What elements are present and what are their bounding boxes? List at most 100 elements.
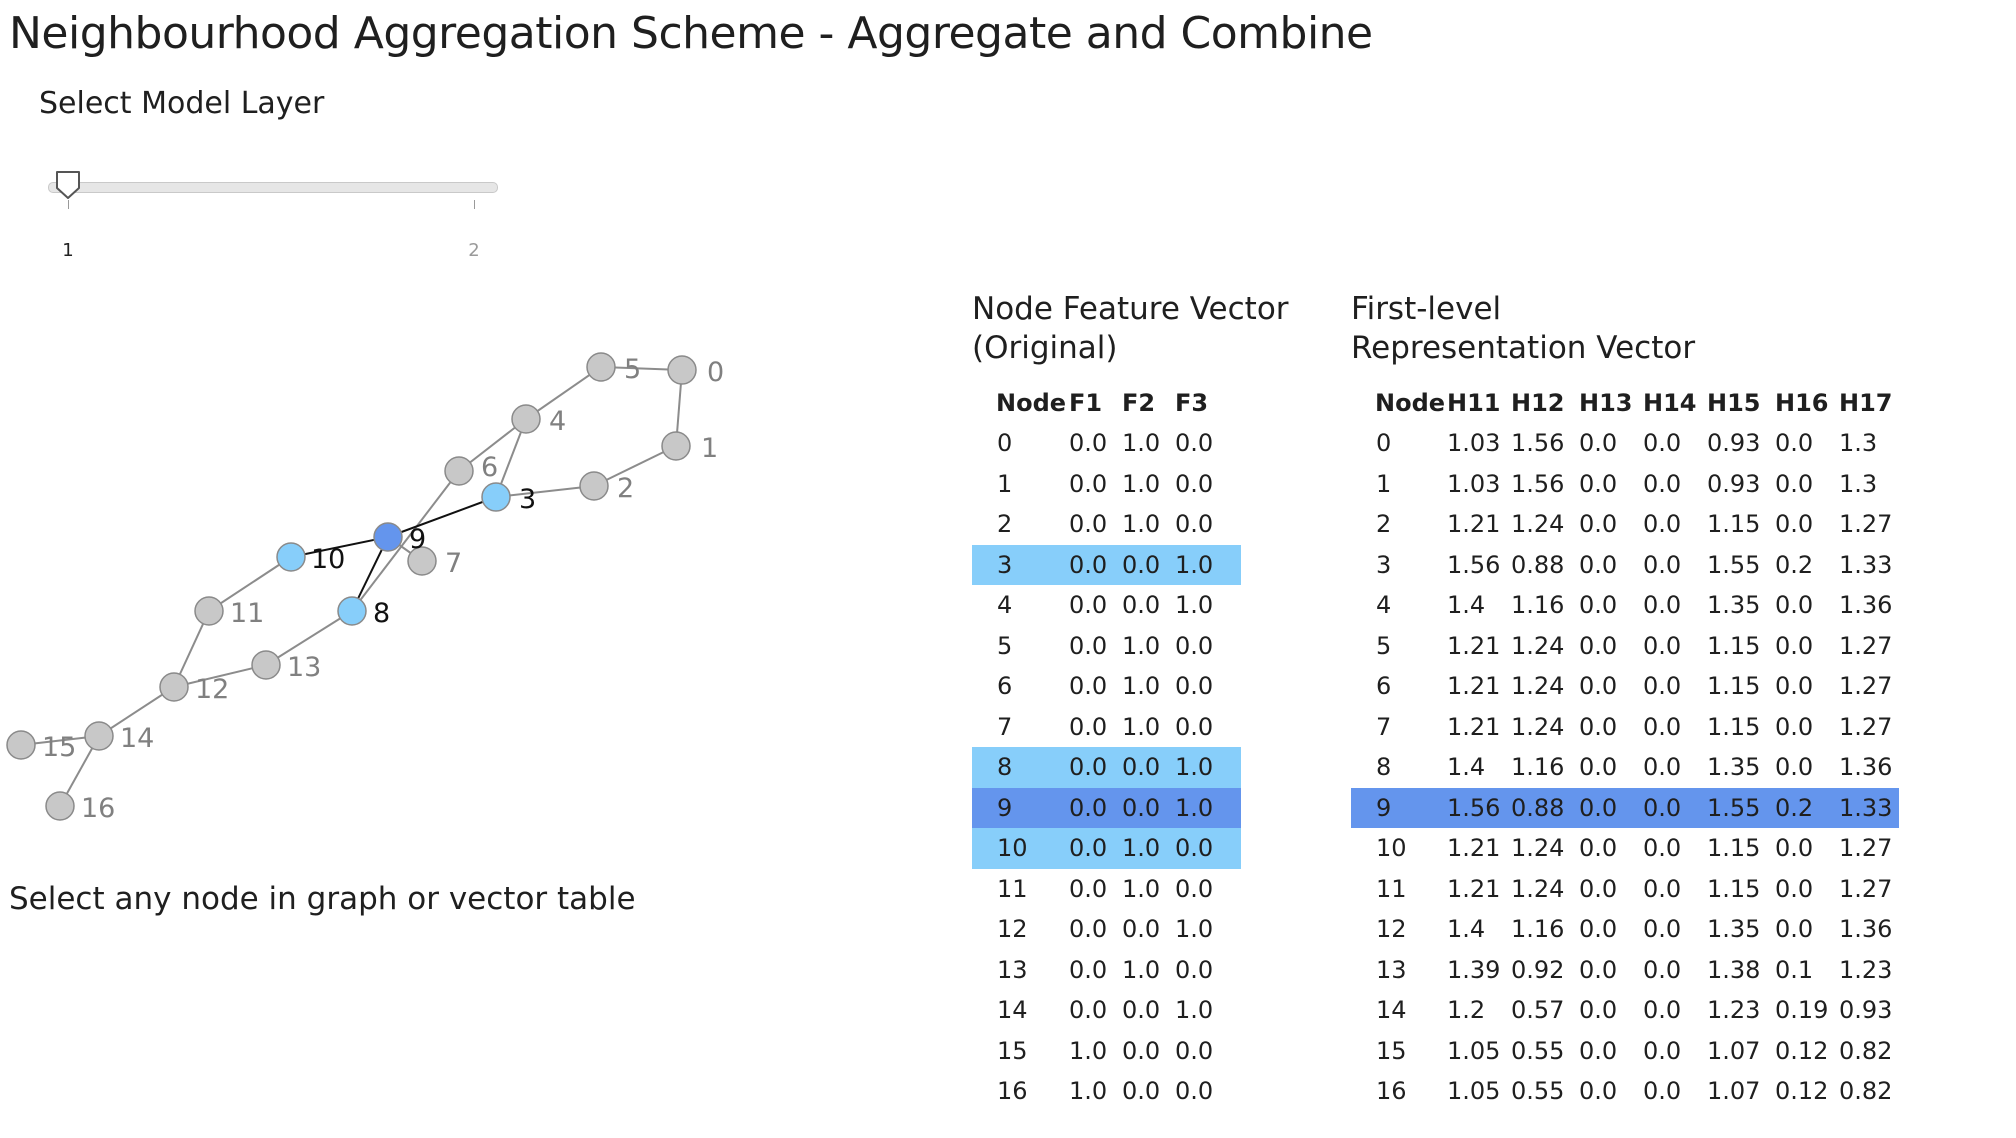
first-level-row-12[interactable]: 12 1.4 1.16 0.0 0.0 1.35 0.0 1.36 [1351, 909, 1899, 950]
first-level-header-h12: H12 [1511, 389, 1565, 417]
first-level-row-14[interactable]: 14 1.2 0.57 0.0 0.0 1.23 0.19 0.93 [1351, 990, 1899, 1031]
original-cell: 9 [972, 787, 1069, 828]
first-level-cell: 0.0 [1643, 1077, 1682, 1106]
first-level-cell: 0.0 [1643, 955, 1682, 984]
original-header-f3: F3 [1175, 389, 1209, 417]
model-layer-slider[interactable]: 1 2 [40, 170, 510, 270]
first-level-cell: 1.33 [1839, 550, 1893, 579]
first-level-row-5[interactable]: 5 1.21 1.24 0.0 0.0 1.15 0.0 1.27 [1351, 626, 1899, 667]
first-level-cell: 0.0 [1643, 672, 1682, 701]
first-level-row-6[interactable]: 6 1.21 1.24 0.0 0.0 1.15 0.0 1.27 [1351, 666, 1899, 707]
graph-node-16[interactable] [45, 791, 75, 821]
original-row-10[interactable]: 10 0.0 1.0 0.0 [972, 828, 1241, 869]
first-level-cell: 1.15 [1707, 631, 1761, 660]
first-level-cell: 3 [1376, 550, 1392, 579]
first-level-cell: 0.0 [1643, 753, 1682, 782]
first-level-cell: 1.38 [1707, 955, 1761, 984]
graph-node-7[interactable] [407, 546, 437, 576]
graph-node-8[interactable] [337, 596, 367, 626]
original-cell: 0.0 [1122, 1077, 1161, 1106]
graph-node-14[interactable] [84, 721, 114, 751]
original-cell: 1.0 [1175, 787, 1241, 828]
first-level-row-4[interactable]: 4 1.4 1.16 0.0 0.0 1.35 0.0 1.36 [1351, 585, 1899, 626]
first-level-cell: 1.35 [1707, 915, 1761, 944]
original-cell: 0.0 [1175, 469, 1214, 498]
original-row-11[interactable]: 11 0.0 1.0 0.0 [972, 869, 1241, 910]
graph-node-label-12: 12 [195, 674, 229, 705]
original-row-15[interactable]: 15 1.0 0.0 0.0 [972, 1031, 1241, 1072]
first-level-row-13[interactable]: 13 1.39 0.92 0.0 0.0 1.38 0.1 1.23 [1351, 950, 1899, 991]
original-row-6[interactable]: 6 0.0 1.0 0.0 [972, 666, 1241, 707]
original-cell: 8 [972, 747, 1069, 788]
first-level-row-15[interactable]: 15 1.05 0.55 0.0 0.0 1.07 0.12 0.82 [1351, 1031, 1899, 1072]
graph-node-5[interactable] [586, 352, 616, 382]
first-level-cell: 1.15 [1707, 672, 1761, 701]
graph-node-12[interactable] [159, 672, 189, 702]
original-cell: 0.0 [1069, 828, 1122, 869]
graph-node-15[interactable] [6, 730, 36, 760]
original-cell: 1.0 [1069, 1077, 1108, 1106]
original-cell: 14 [997, 996, 1028, 1025]
original-row-3[interactable]: 3 0.0 0.0 1.0 [972, 544, 1241, 585]
graph-node-11[interactable] [194, 596, 224, 626]
slider-tick-label-2[interactable]: 2 [468, 240, 480, 261]
first-level-row-3[interactable]: 3 1.56 0.88 0.0 0.0 1.55 0.2 1.33 [1351, 545, 1899, 586]
original-row-2[interactable]: 2 0.0 1.0 0.0 [972, 504, 1241, 545]
first-level-row-0[interactable]: 0 1.03 1.56 0.0 0.0 0.93 0.0 1.3 [1351, 423, 1899, 464]
graph-node-10[interactable] [276, 542, 306, 572]
slider-tick-label-1[interactable]: 1 [62, 240, 74, 261]
first-level-row-1[interactable]: 1 1.03 1.56 0.0 0.0 0.93 0.0 1.3 [1351, 464, 1899, 505]
first-level-cell: 15 [1376, 1036, 1407, 1065]
original-row-8[interactable]: 8 0.0 0.0 1.0 [972, 747, 1241, 788]
original-cell: 5 [997, 631, 1013, 660]
original-row-12[interactable]: 12 0.0 0.0 1.0 [972, 909, 1241, 950]
first-level-cell: 10 [1376, 834, 1407, 863]
original-row-1[interactable]: 1 0.0 1.0 0.0 [972, 464, 1241, 505]
first-level-cell: 1.27 [1839, 712, 1893, 741]
original-row-16[interactable]: 16 1.0 0.0 0.0 [972, 1071, 1241, 1112]
first-level-cell: 0.0 [1643, 1036, 1682, 1065]
original-cell: 0.0 [1122, 1036, 1161, 1065]
graph-node-label-5: 5 [624, 354, 641, 385]
first-level-row-8[interactable]: 8 1.4 1.16 0.0 0.0 1.35 0.0 1.36 [1351, 747, 1899, 788]
graph-node-9[interactable] [373, 522, 403, 552]
first-level-cell: 0.0 [1643, 631, 1682, 660]
original-row-13[interactable]: 13 0.0 1.0 0.0 [972, 950, 1241, 991]
graph-node-0[interactable] [667, 355, 697, 385]
original-row-0[interactable]: 0 0.0 1.0 0.0 [972, 423, 1241, 464]
slider-track[interactable] [48, 182, 498, 193]
first-level-row-10[interactable]: 10 1.21 1.24 0.0 0.0 1.15 0.0 1.27 [1351, 828, 1899, 869]
first-level-header-h17: H17 [1839, 389, 1893, 417]
graph-edge-10-11 [208, 556, 292, 612]
graph-node-label-4: 4 [549, 406, 566, 437]
original-cell: 0.0 [1069, 631, 1108, 660]
first-level-row-9[interactable]: 9 1.56 0.88 0.0 0.0 1.55 0.2 1.33 [1351, 787, 1899, 828]
graph-node-1[interactable] [661, 431, 691, 461]
graph-node-2[interactable] [579, 471, 609, 501]
first-level-row-7[interactable]: 7 1.21 1.24 0.0 0.0 1.15 0.0 1.27 [1351, 707, 1899, 748]
original-row-4[interactable]: 4 0.0 0.0 1.0 [972, 585, 1241, 626]
slider-handle[interactable] [55, 170, 81, 200]
graph-node-4[interactable] [511, 404, 541, 434]
original-row-9[interactable]: 9 0.0 0.0 1.0 [972, 787, 1241, 828]
graph-edge-1-2 [593, 445, 677, 487]
first-level-row-16[interactable]: 16 1.05 0.55 0.0 0.0 1.07 0.12 0.82 [1351, 1071, 1899, 1112]
graph-node-6[interactable] [444, 456, 474, 486]
first-level-cell: 1.24 [1511, 712, 1565, 741]
first-level-cell: 14 [1376, 996, 1407, 1025]
first-level-cell: 0.82 [1839, 1036, 1893, 1065]
first-level-row-2[interactable]: 2 1.21 1.24 0.0 0.0 1.15 0.0 1.27 [1351, 504, 1899, 545]
original-row-14[interactable]: 14 0.0 0.0 1.0 [972, 990, 1241, 1031]
graph-node-3[interactable] [481, 482, 511, 512]
first-level-cell: 0.0 [1643, 510, 1682, 539]
first-level-row-11[interactable]: 11 1.21 1.24 0.0 0.0 1.15 0.0 1.27 [1351, 869, 1899, 910]
original-row-7[interactable]: 7 0.0 1.0 0.0 [972, 707, 1241, 748]
slider-tick-2 [474, 200, 475, 209]
original-row-5[interactable]: 5 0.0 1.0 0.0 [972, 626, 1241, 667]
original-cell: 2 [997, 510, 1013, 539]
original-cell: 1 [997, 469, 1013, 498]
first-level-cell: 1.35 [1707, 753, 1761, 782]
original-cell: 1.0 [1175, 996, 1214, 1025]
graph-node-13[interactable] [251, 650, 281, 680]
